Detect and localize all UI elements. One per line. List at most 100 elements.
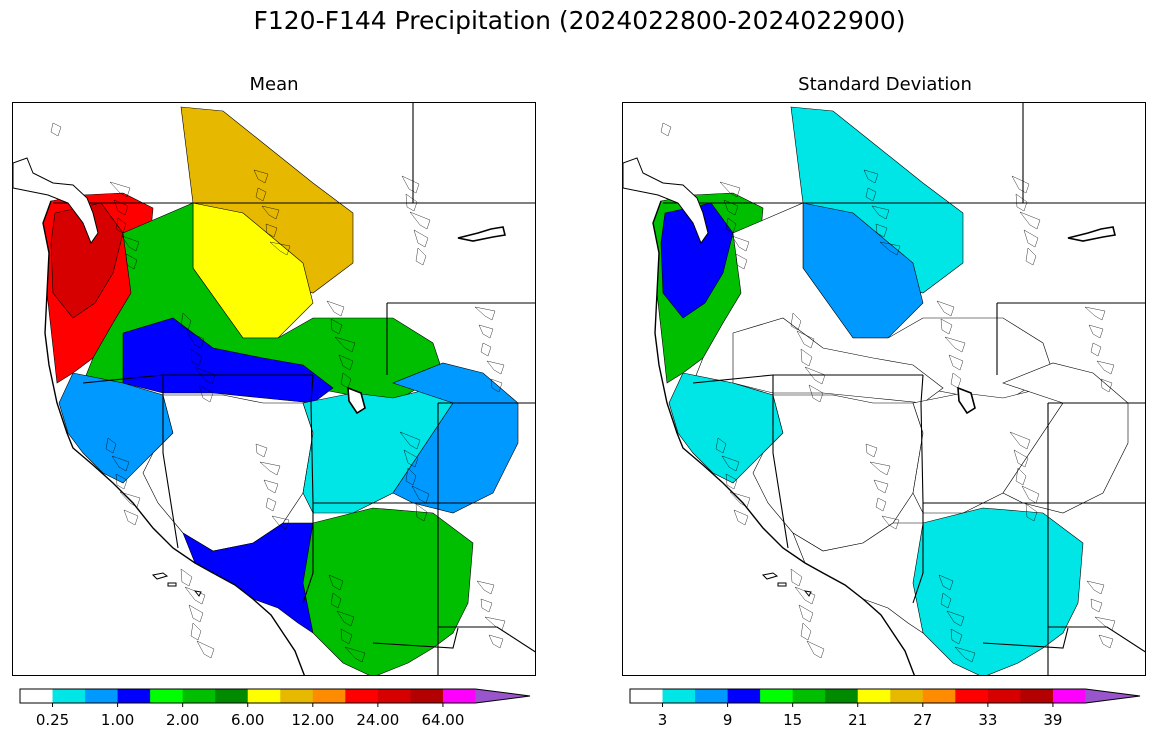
- basin-outline: [879, 241, 901, 256]
- colorbar-tick-label: 3: [657, 711, 668, 729]
- colorbar-segment: [857, 689, 891, 703]
- std-panel-title: Standard Deviation: [798, 74, 972, 95]
- mean-map-canvas: [13, 103, 535, 675]
- basin-outline: [790, 568, 803, 587]
- basin-outline: [944, 336, 966, 353]
- basin-outline: [478, 324, 494, 339]
- basin-outline: [255, 187, 267, 202]
- colorbar-segment: [727, 689, 761, 703]
- colorbar-tick-label: 33: [978, 711, 998, 729]
- basin-region-snake-river-plain: [122, 317, 334, 404]
- basin-outline: [125, 253, 138, 270]
- colorbar-segment: [52, 689, 86, 703]
- colorbar-segment: [922, 689, 956, 703]
- colorbar-tick-label: 27: [913, 711, 933, 729]
- basin-outline: [259, 461, 281, 476]
- mean-map: [12, 102, 536, 676]
- basin-outline: [180, 568, 193, 587]
- basin-outline: [940, 318, 953, 335]
- basin-outline: [798, 604, 814, 623]
- std-colorbar-ticks: 3 9 15 21 27 33 39: [630, 711, 1140, 731]
- colorbar-tick-label: 0.25: [35, 711, 70, 729]
- colorbar-segment: [182, 689, 216, 703]
- state-border: [772, 375, 789, 549]
- basin-outline: [1090, 342, 1102, 357]
- std-map-canvas: [623, 103, 1145, 675]
- basin-outline: [265, 497, 277, 512]
- std-colorbar-canvas: [629, 688, 1141, 707]
- basin-region-olympic-cascade-peaks: [660, 202, 734, 319]
- basin-outline: [488, 634, 504, 649]
- basin-outline: [875, 223, 888, 238]
- salish-sea: [623, 157, 709, 245]
- colorbar-segment: [410, 689, 444, 703]
- colorbar-segment: [825, 689, 859, 703]
- coastline: [42, 200, 305, 675]
- colorbar-segment: [987, 689, 1021, 703]
- basin-outline: [194, 366, 216, 385]
- basin-outline: [725, 473, 738, 490]
- basin-outline: [480, 598, 493, 613]
- basin-outline: [881, 515, 900, 530]
- basin-outline: [1088, 324, 1104, 339]
- basin-outline: [186, 330, 205, 349]
- state-border: [372, 627, 459, 649]
- basin-outline: [113, 199, 129, 216]
- colorbar-segment: [890, 689, 924, 703]
- basin-outline: [328, 574, 344, 591]
- colorbar-segment: [85, 689, 119, 703]
- colorbar-tick-label: 6.00: [231, 711, 265, 729]
- basin-outline: [715, 437, 727, 454]
- basin-outline: [719, 181, 741, 198]
- channel-islands: [151, 572, 202, 597]
- basin-outline: [476, 580, 495, 595]
- basin-outline: [271, 515, 290, 530]
- basin-outline: [863, 169, 879, 184]
- basin-outline: [800, 622, 812, 641]
- basin-outline: [871, 205, 890, 220]
- basin-region-olympic-cascade-peaks: [50, 202, 124, 319]
- colorbar-segment: [792, 689, 826, 703]
- mean-colorbar-canvas: [19, 688, 531, 707]
- basin-outline: [253, 169, 269, 184]
- colorbar-tick-label: 24.00: [356, 711, 400, 729]
- basin-outline: [865, 187, 877, 202]
- salish-sea: [13, 157, 99, 245]
- basin-outline: [1019, 211, 1041, 230]
- basin-outline: [1025, 247, 1037, 266]
- colorbar-outline: [19, 688, 531, 704]
- colorbar-tick-label: 39: [1043, 711, 1063, 729]
- basin-outline: [336, 610, 355, 627]
- basin-outline: [261, 205, 280, 220]
- basin-outline: [865, 443, 878, 458]
- state-border: [162, 375, 179, 549]
- colorbar-segment: [247, 689, 281, 703]
- basin-region-northern-california: [668, 372, 784, 484]
- basin-outline: [1084, 306, 1106, 321]
- channel-islands: [761, 572, 812, 597]
- mean-colorbar-ticks: 0.25 1.00 2.00 6.00 12.00 24.00 64.00: [20, 711, 530, 731]
- mean-panel-title: Mean: [249, 74, 299, 95]
- colorbar-segment: [442, 689, 476, 703]
- basin-outline: [334, 336, 356, 353]
- basin-outline: [1023, 229, 1039, 248]
- basin-outline: [190, 348, 203, 367]
- basin-outline: [198, 384, 214, 403]
- basin-outline: [330, 318, 343, 335]
- colorbar-segment: [345, 689, 379, 703]
- mean-colorbar: [19, 688, 531, 707]
- colorbar-segment: [630, 689, 664, 703]
- basin-outline: [338, 354, 354, 371]
- basin-outline: [105, 437, 117, 454]
- basin-outline: [950, 628, 963, 645]
- colorbar-segment: [760, 689, 794, 703]
- basin-outline: [121, 235, 140, 252]
- basin-outline: [340, 628, 353, 645]
- basin-outline: [873, 479, 889, 494]
- basin-outline: [480, 342, 492, 357]
- colorbar-tick-label: 12.00: [291, 711, 335, 729]
- basin-outline: [330, 592, 342, 609]
- basin-outline: [403, 449, 419, 468]
- basin-outline: [399, 431, 421, 450]
- lake: [457, 226, 506, 242]
